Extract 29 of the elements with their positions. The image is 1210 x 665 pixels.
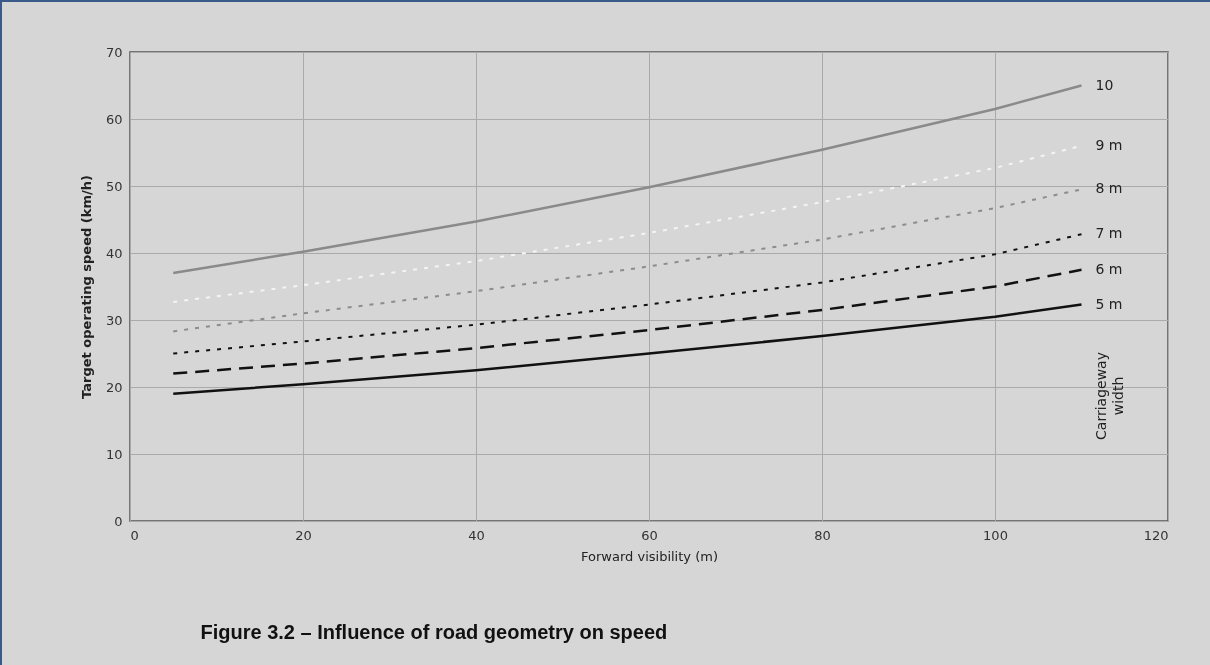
y-tick-label: 10 bbox=[105, 446, 123, 462]
y-tick-label: 0 bbox=[114, 513, 123, 529]
x-tick-label: 60 bbox=[641, 527, 658, 543]
series-label: 7 m bbox=[1095, 225, 1123, 242]
x-tick-label: 100 bbox=[983, 527, 1008, 543]
x-tick-label: 80 bbox=[814, 527, 831, 543]
series-label: 6 m bbox=[1095, 260, 1123, 277]
line-series bbox=[172, 268, 1083, 375]
x-tick-label: 40 bbox=[468, 527, 485, 543]
annotation: Carriageway width bbox=[1093, 352, 1126, 440]
line-series bbox=[172, 233, 1083, 355]
y-tick-label: 50 bbox=[105, 178, 123, 194]
x-tick-label: 120 bbox=[1143, 527, 1169, 543]
series-label: 8 m bbox=[1095, 180, 1123, 197]
text: Figure 3.2 – Influence of road geometry on speed bbox=[200, 621, 668, 643]
y-tick-label: 70 bbox=[105, 44, 123, 60]
y-axis-title: Target operating speed (km/h) bbox=[78, 175, 94, 399]
x-tick-label: 0 bbox=[130, 527, 139, 543]
line-series bbox=[172, 84, 1083, 275]
y-tick-label: 40 bbox=[105, 245, 123, 261]
x-axis-title: Forward visibility (m) bbox=[581, 548, 718, 564]
x-tick-label: 20 bbox=[295, 527, 312, 543]
series-label: 5 m bbox=[1095, 295, 1123, 312]
y-tick-label: 60 bbox=[105, 111, 123, 127]
line-series bbox=[172, 303, 1083, 395]
series-label: 10 bbox=[1095, 76, 1114, 93]
y-tick-label: 20 bbox=[105, 379, 123, 395]
series-label: 9 m bbox=[1095, 136, 1123, 153]
y-tick-label: 30 bbox=[105, 312, 123, 328]
